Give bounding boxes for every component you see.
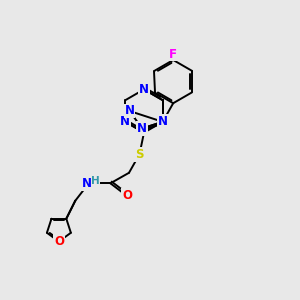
- Text: H: H: [91, 176, 100, 186]
- Text: O: O: [54, 235, 64, 248]
- Text: S: S: [135, 148, 144, 161]
- Text: N: N: [158, 115, 168, 128]
- Text: F: F: [169, 47, 177, 61]
- Text: N: N: [137, 122, 147, 135]
- Text: N: N: [139, 83, 149, 96]
- Text: O: O: [122, 189, 132, 203]
- Text: N: N: [124, 104, 134, 118]
- Text: N: N: [82, 177, 92, 190]
- Text: N: N: [120, 115, 130, 128]
